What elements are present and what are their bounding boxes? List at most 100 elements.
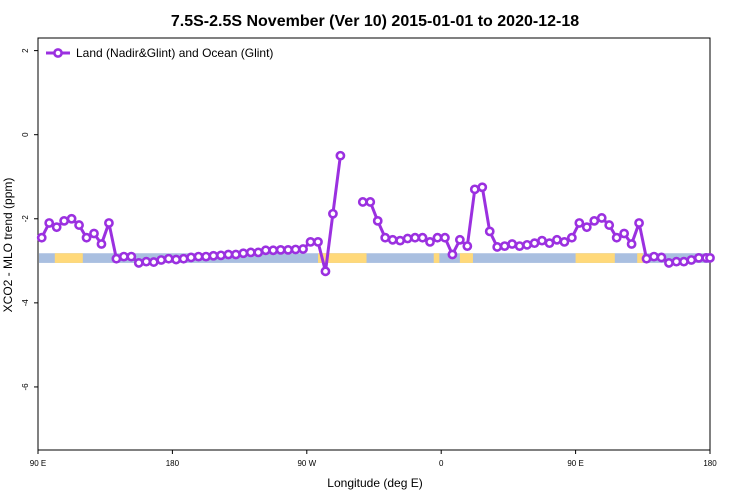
data-point <box>230 249 241 260</box>
surface-band-land <box>575 253 615 263</box>
data-point <box>529 238 540 249</box>
data-point <box>566 232 577 243</box>
data-point <box>320 266 331 277</box>
data-point <box>425 236 435 247</box>
data-point <box>335 150 346 161</box>
data-point <box>298 244 308 254</box>
data-point <box>626 239 637 249</box>
data-point <box>126 251 137 262</box>
data-point <box>544 238 555 249</box>
data-point <box>705 252 715 263</box>
surface-band-land <box>637 253 643 263</box>
data-point <box>686 255 697 265</box>
data-point <box>514 241 525 252</box>
data-point <box>462 241 473 252</box>
data-point <box>589 215 600 226</box>
data-point <box>275 244 286 255</box>
data-point <box>74 220 84 230</box>
data-point <box>44 218 55 228</box>
data-point <box>634 218 644 228</box>
data-point <box>432 232 443 243</box>
data-point <box>402 233 413 244</box>
data-point <box>387 234 398 245</box>
data-point <box>201 251 211 262</box>
data-point <box>156 255 167 265</box>
data-point <box>305 236 316 247</box>
data-point <box>507 239 518 249</box>
y-tick-label: -6 <box>21 383 30 391</box>
data-point <box>133 258 144 268</box>
data-point <box>216 250 226 261</box>
data-point <box>268 245 279 256</box>
data-point <box>611 232 622 243</box>
plot-frame <box>37 37 711 451</box>
data-point <box>253 247 264 258</box>
data-point <box>440 232 450 243</box>
data-point <box>186 252 196 263</box>
data-point <box>328 208 338 219</box>
data-point <box>89 228 99 239</box>
data-point <box>678 256 689 267</box>
data-point <box>171 254 182 265</box>
data-point <box>223 249 234 260</box>
data-point <box>484 226 495 237</box>
data-point <box>260 245 271 256</box>
data-point <box>163 253 174 264</box>
y-tick-label: -2 <box>21 215 30 223</box>
data-point <box>656 252 667 263</box>
legend-label: Land (Nadir&Glint) and Ocean (Glint) <box>76 46 273 60</box>
data-point <box>671 256 682 267</box>
data-point <box>664 258 674 268</box>
data-point <box>141 256 152 267</box>
data-point <box>193 251 204 262</box>
x-tick-label: 90 E <box>567 459 583 468</box>
data-point <box>492 242 503 252</box>
data-point <box>357 197 368 207</box>
y-axis: 2 0 -2 -4 -6 <box>21 48 38 391</box>
data-point <box>469 184 480 195</box>
data-point <box>245 247 256 258</box>
data-point <box>693 252 704 263</box>
y-tick-label: 0 <box>21 132 30 137</box>
data-point <box>537 235 547 246</box>
data-point <box>283 244 294 255</box>
y-axis-label: XCO2 - MLO trend (ppm) <box>1 178 15 313</box>
x-tick-label: 90 E <box>30 459 46 468</box>
data-point <box>447 249 458 260</box>
data-point <box>581 222 592 233</box>
data-point <box>66 213 77 224</box>
x-tick-label: 90 W <box>297 459 316 468</box>
data-point <box>372 215 383 226</box>
data-point <box>619 228 630 239</box>
data-point <box>641 253 652 264</box>
data-point <box>499 241 510 252</box>
surface-band-land <box>54 253 83 263</box>
data-point <box>178 253 189 264</box>
data-point <box>604 220 615 230</box>
plot-area <box>36 37 715 451</box>
data-point <box>596 213 607 223</box>
surface-band-land <box>433 253 440 263</box>
y-tick-label: -4 <box>21 299 30 307</box>
data-point <box>649 251 659 262</box>
surface-band-ocean <box>39 253 709 263</box>
surface-band-land <box>318 253 367 263</box>
data-point <box>410 232 420 243</box>
legend-marker <box>53 48 63 58</box>
y-tick-label: 2 <box>21 48 30 53</box>
x-tick-label: 0 <box>439 459 444 468</box>
legend: Land (Nadir&Glint) and Ocean (Glint) <box>46 46 273 60</box>
data-point <box>477 182 488 193</box>
data-point <box>454 234 465 245</box>
data-point <box>96 239 107 249</box>
data-point <box>522 239 532 250</box>
data-point <box>118 251 129 262</box>
data-point <box>290 244 301 255</box>
data-point <box>395 235 406 246</box>
data-point <box>365 197 376 207</box>
data-point <box>81 232 92 243</box>
data-point <box>559 236 570 247</box>
data-point <box>417 232 428 243</box>
data-point <box>552 234 562 245</box>
